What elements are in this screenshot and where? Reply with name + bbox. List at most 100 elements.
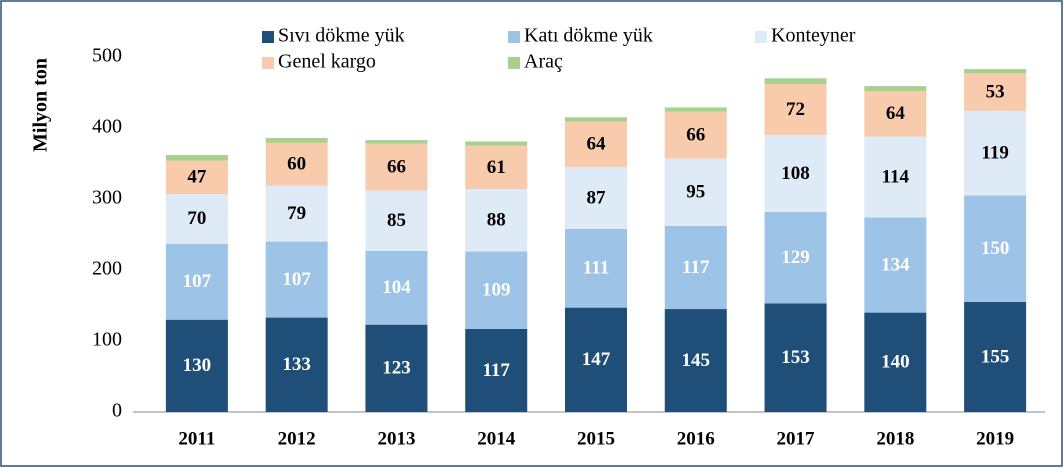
bar-segment [864,136,927,218]
data-label: 111 [583,258,609,279]
data-label: 108 [781,163,810,184]
data-label: 66 [686,124,705,145]
data-label: 79 [287,203,306,224]
data-label: 119 [981,143,1008,164]
x-tick-label: 2015 [577,428,615,449]
bar-segment [165,319,228,412]
bar-segment [465,328,528,412]
data-label: 153 [781,347,810,368]
data-label: 134 [881,254,910,275]
bar-segment [265,137,328,143]
bar-segment [365,324,428,412]
data-label: 88 [487,210,506,231]
data-label: 107 [282,269,311,290]
x-tick-label: 2018 [876,428,914,449]
data-label: 155 [981,346,1010,367]
data-label: 87 [587,187,607,208]
bar-segment [764,83,827,136]
x-tick-label: 2017 [777,428,816,449]
x-tick-label: 2012 [278,428,316,449]
data-label: 117 [482,360,510,381]
data-label: 64 [886,103,906,124]
bar-segment [764,211,827,304]
data-label: 147 [582,349,611,370]
legend-swatch [262,57,274,69]
data-label: 140 [881,352,910,373]
legend-swatch [755,31,767,43]
data-label: 60 [287,154,306,175]
data-label: 133 [282,354,311,375]
x-tick-label: 2016 [677,428,715,449]
data-label: 129 [781,247,810,268]
bar-segment [864,91,927,137]
bar-segment [664,225,727,310]
bar-segment [964,110,1027,196]
data-label: 109 [482,280,511,301]
bar-segment [465,189,528,252]
data-label: 66 [387,156,406,177]
legend-label: Katı dökme yük [524,25,653,47]
y-tick-label: 400 [92,116,122,138]
bar-segment [664,107,727,112]
data-label: 53 [986,82,1005,103]
bar-segment [265,317,328,412]
data-label: 123 [382,358,411,379]
data-label: 61 [487,157,506,178]
y-tick-label: 0 [112,400,122,422]
legend-label: Araç [524,51,563,73]
bar-segment [465,141,528,146]
bar-segment [565,167,627,229]
bar-segment [265,185,328,242]
data-label: 47 [187,167,207,188]
legend-swatch [508,31,520,43]
data-label: 70 [187,208,206,229]
data-label: 145 [682,350,711,371]
bar-segment [565,307,627,412]
legend-label: Sıvı dökme yük [278,25,405,47]
data-label: 95 [686,182,705,203]
data-label: 114 [882,166,910,187]
y-tick-label: 500 [92,45,122,67]
bar-segment [864,86,927,92]
bar-segment [365,140,428,144]
x-tick-label: 2014 [477,428,516,449]
bar-segment [565,228,627,308]
bar-segment [165,154,228,161]
y-tick-label: 300 [92,187,122,209]
x-tick-label: 2019 [976,428,1014,449]
bar-segment [265,241,328,318]
data-label: 85 [387,210,406,231]
y-axis-title: Milyon ton [30,58,52,152]
x-tick-label: 2013 [377,428,415,449]
bar-segment [864,312,927,412]
bar-segment [565,117,627,122]
bar-segment [664,111,727,159]
bar-segment [365,143,428,191]
legend-label: Konteyner [771,25,856,47]
data-label: 72 [786,99,805,120]
legend-swatch [508,57,520,69]
bar-segment [465,145,528,190]
bar-segment [664,158,727,226]
bar-segment [764,78,827,84]
x-tick-label: 2011 [178,428,215,449]
bar-segment [764,135,827,212]
bar-segment [165,194,228,244]
bar-segment [964,301,1027,412]
y-tick-label: 200 [92,258,122,280]
bar-segment [565,121,627,168]
bar-segment [165,160,228,195]
data-label: 150 [981,238,1010,259]
data-label: 64 [587,134,607,155]
bar-segment [265,142,328,186]
bar-segment [864,217,927,313]
bar-segment [365,250,428,325]
bar-segment [365,190,428,251]
data-label: 130 [183,355,212,376]
bar-segment [964,73,1027,111]
bar-segment [964,195,1027,302]
bar-segment [964,69,1027,74]
y-tick-label: 100 [92,329,122,351]
data-label: 107 [183,271,212,292]
